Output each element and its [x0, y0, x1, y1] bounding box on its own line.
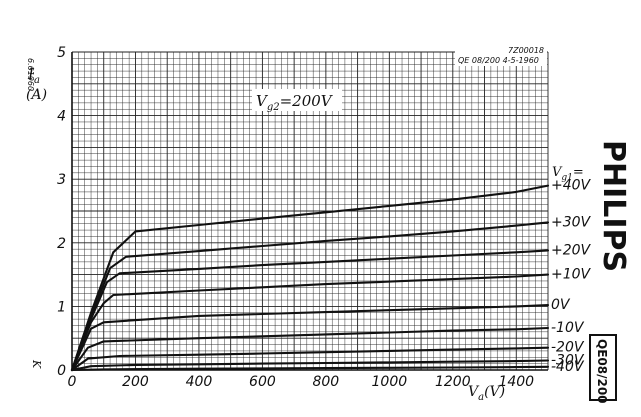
- series-curve: [70, 359, 550, 372]
- series-curve: [70, 221, 550, 372]
- doc-number: 7Z00018: [508, 46, 544, 55]
- series-curve: [70, 326, 550, 372]
- series-curve: [70, 346, 550, 372]
- y-axis-symbol: Ia: [27, 65, 40, 86]
- series-label: +20V: [551, 242, 592, 258]
- condition-label: Vg2=200V: [252, 89, 342, 113]
- series-label: -30V: [551, 352, 585, 368]
- philips-logo: PHILIPS: [596, 140, 631, 272]
- series-curve: [70, 304, 550, 372]
- series-label: -10V: [551, 320, 585, 336]
- series-label: 0V: [551, 297, 571, 313]
- y-tick-label: 5: [57, 45, 66, 61]
- x-axis-label: Va(V): [468, 384, 505, 403]
- side-code: 6.61960: [26, 58, 35, 91]
- x-tick-label: 800: [312, 374, 339, 390]
- x-tick-label: 200: [122, 374, 149, 390]
- x-tick-label: 600: [249, 374, 276, 390]
- svg-text:Vg2=200V: Vg2=200V: [256, 92, 334, 113]
- document-reference: 7Z00018 QE 08/200 4-5-1960: [455, 46, 547, 66]
- y-tick-label: 1: [57, 299, 66, 315]
- series-curve: [70, 184, 550, 372]
- x-tick-label: 1000: [372, 374, 408, 390]
- series-layer: [70, 184, 550, 372]
- doc-ref: QE 08/200 4-5-1960: [458, 56, 539, 65]
- series-curve: [70, 365, 550, 372]
- series-curve: [70, 249, 550, 372]
- y-tick-label: 0: [57, 363, 66, 379]
- type-code: QE08/200: [595, 339, 609, 404]
- y-tick-label: 3: [57, 172, 66, 188]
- y-tick-label: 4: [57, 109, 66, 125]
- series-label: -40V: [551, 359, 585, 375]
- series-label: -20V: [551, 340, 585, 356]
- series-label: +10V: [551, 267, 592, 283]
- y-tick-label: 2: [57, 236, 66, 252]
- y-axis-unit: (A): [26, 87, 47, 103]
- type-code-box: QE08/200: [589, 334, 617, 404]
- legend-title: Vg1=: [552, 165, 584, 183]
- series-label: +30V: [551, 214, 592, 230]
- x-tick-label: 1400: [498, 374, 534, 390]
- series-label: +40V: [551, 178, 592, 194]
- x-tick-label: 400: [186, 374, 213, 390]
- series-curve: [70, 273, 550, 372]
- x-tick-label: 0: [68, 374, 77, 390]
- corner-mark: K: [30, 359, 43, 369]
- x-tick-label: 1200: [435, 374, 471, 390]
